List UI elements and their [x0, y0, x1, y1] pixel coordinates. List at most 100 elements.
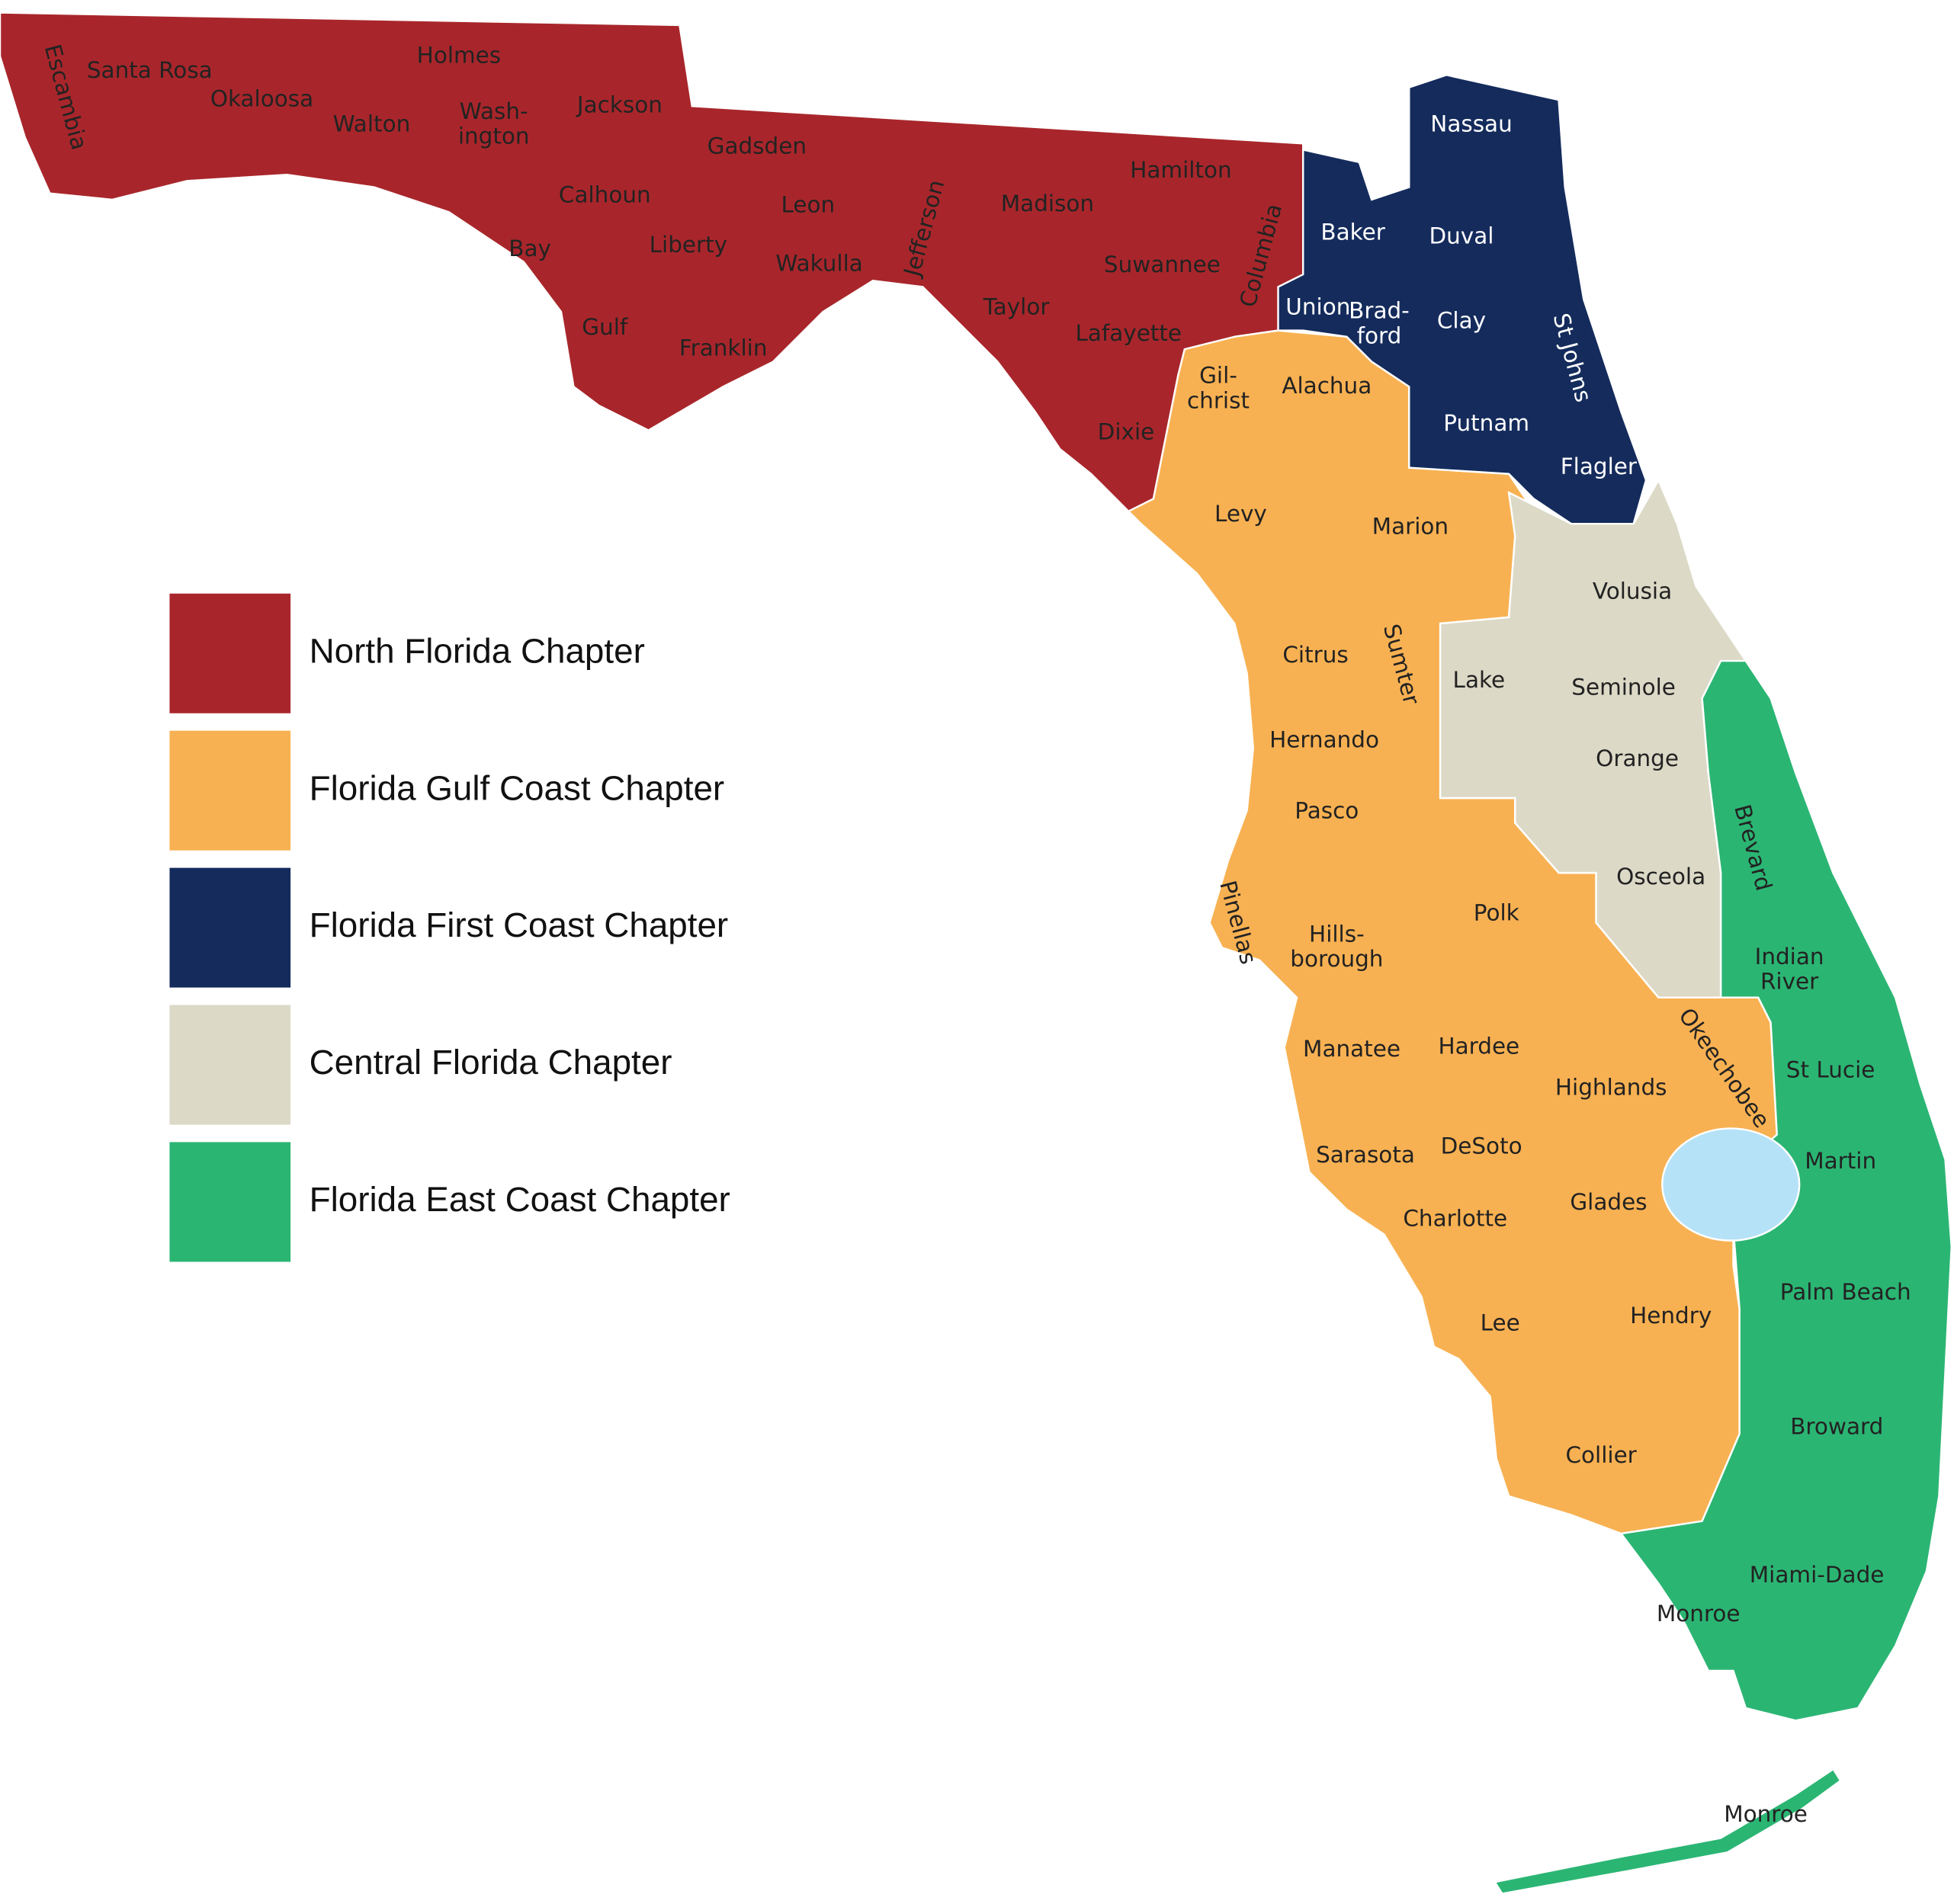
county-label: Hendry — [1630, 1303, 1712, 1329]
county-label: DeSoto — [1441, 1133, 1522, 1159]
county: Calhoun — [559, 182, 651, 208]
county-label: Osceola — [1616, 864, 1705, 889]
county-label: Lee — [1481, 1310, 1520, 1336]
county-label: Manatee — [1303, 1036, 1401, 1062]
legend-label: North Florida Chapter — [310, 631, 645, 670]
county: Hamilton — [1130, 157, 1231, 183]
county-label: Monroe — [1724, 1801, 1808, 1827]
county: Miami-Dade — [1750, 1562, 1885, 1588]
county-label: Leon — [781, 192, 836, 218]
county-label: Alachua — [1282, 373, 1372, 399]
county: Lake — [1453, 667, 1506, 693]
county: Clay — [1437, 308, 1486, 334]
county: Santa Rosa — [87, 57, 213, 83]
county-label: St Lucie — [1786, 1057, 1875, 1083]
county-label: christ — [1187, 387, 1250, 413]
county: Dixie — [1098, 418, 1155, 444]
county-label: Broward — [1790, 1413, 1883, 1439]
county: Marion — [1372, 514, 1449, 540]
legend: North Florida Chapter Florida Gulf Coast … — [169, 593, 730, 1262]
county-label: Seminole — [1571, 675, 1676, 700]
county: Hendry — [1630, 1303, 1712, 1329]
county: Gadsden — [707, 133, 807, 159]
county-label: Lafayette — [1075, 320, 1182, 346]
county-label: Lake — [1453, 667, 1506, 693]
county: Hernando — [1269, 726, 1379, 752]
county: Monroe — [1724, 1801, 1808, 1827]
county-label: Pasco — [1295, 797, 1359, 823]
county: Bay — [509, 236, 551, 261]
legend-swatch — [169, 1142, 291, 1262]
county-label: Collier — [1565, 1442, 1637, 1468]
legend-swatch — [169, 593, 291, 713]
legend-swatch — [169, 867, 291, 988]
county: Seminole — [1571, 675, 1676, 700]
county: Osceola — [1616, 864, 1705, 889]
county: Martin — [1805, 1148, 1876, 1174]
county: Holmes — [417, 42, 501, 68]
county-label: Volusia — [1593, 579, 1672, 604]
legend-swatch — [169, 730, 291, 851]
county-label: Nassau — [1430, 111, 1512, 136]
county-label: Clay — [1437, 308, 1486, 334]
county: Nassau — [1430, 111, 1512, 136]
county: Liberty — [650, 232, 727, 258]
county-label: Franklin — [679, 335, 768, 361]
county: Wakulla — [775, 250, 862, 276]
county-label: Palm Beach — [1780, 1279, 1911, 1305]
county-label: Bay — [509, 236, 551, 261]
county-label: Taylor — [983, 294, 1051, 320]
county-label: Gil- — [1199, 363, 1237, 389]
county: Lafayette — [1075, 320, 1182, 346]
county: Wash-ington — [458, 98, 530, 149]
county: St Lucie — [1786, 1057, 1875, 1083]
county-label: Polk — [1474, 900, 1519, 926]
county: Putnam — [1443, 410, 1529, 436]
county: Taylor — [983, 294, 1051, 320]
legend-label: Florida Gulf Coast Chapter — [310, 768, 725, 807]
county-label: Gadsden — [707, 133, 807, 159]
county: Hills-borough — [1290, 921, 1383, 972]
county-label: Hills- — [1309, 921, 1365, 947]
county: Franklin — [679, 335, 768, 361]
county: Collier — [1565, 1442, 1637, 1468]
county-label: Miami-Dade — [1750, 1562, 1885, 1588]
county: Okaloosa — [210, 86, 313, 112]
county: Highlands — [1555, 1075, 1667, 1101]
county: Charlotte — [1403, 1205, 1507, 1231]
county: Gulf — [582, 314, 628, 340]
county: Alachua — [1282, 373, 1372, 399]
county-label: ington — [458, 123, 530, 149]
county: Flagler — [1561, 454, 1638, 479]
county: Citrus — [1282, 642, 1348, 668]
county-label: River — [1760, 969, 1819, 995]
county: Glades — [1570, 1189, 1647, 1215]
legend-label: Central Florida Chapter — [310, 1043, 672, 1082]
county-label: Wakulla — [775, 250, 862, 276]
county-label: Calhoun — [559, 182, 651, 208]
county-label: Duval — [1429, 223, 1494, 248]
county-label: ford — [1357, 322, 1402, 348]
legend-swatch — [169, 1005, 291, 1125]
county: Manatee — [1303, 1036, 1401, 1062]
lake-okeechobee — [1661, 1127, 1801, 1242]
county-label: Hardee — [1438, 1034, 1519, 1059]
county-label: Martin — [1805, 1148, 1876, 1174]
county-label: Dixie — [1098, 418, 1155, 444]
county-label: Okaloosa — [210, 86, 313, 112]
county-label: Holmes — [417, 42, 501, 68]
county: DeSoto — [1441, 1133, 1522, 1159]
county-label: Glades — [1570, 1189, 1647, 1215]
county-label: Highlands — [1555, 1075, 1667, 1101]
county-label: Suwannee — [1104, 252, 1221, 277]
county-label: Putnam — [1443, 410, 1529, 436]
legend-label: Florida East Coast Chapter — [310, 1180, 730, 1219]
county: Orange — [1596, 745, 1679, 771]
county-label: Citrus — [1282, 642, 1348, 668]
county: Broward — [1790, 1413, 1883, 1439]
county-label: Charlotte — [1403, 1205, 1507, 1231]
county: Baker — [1320, 220, 1385, 245]
county-label: Wash- — [460, 98, 528, 124]
